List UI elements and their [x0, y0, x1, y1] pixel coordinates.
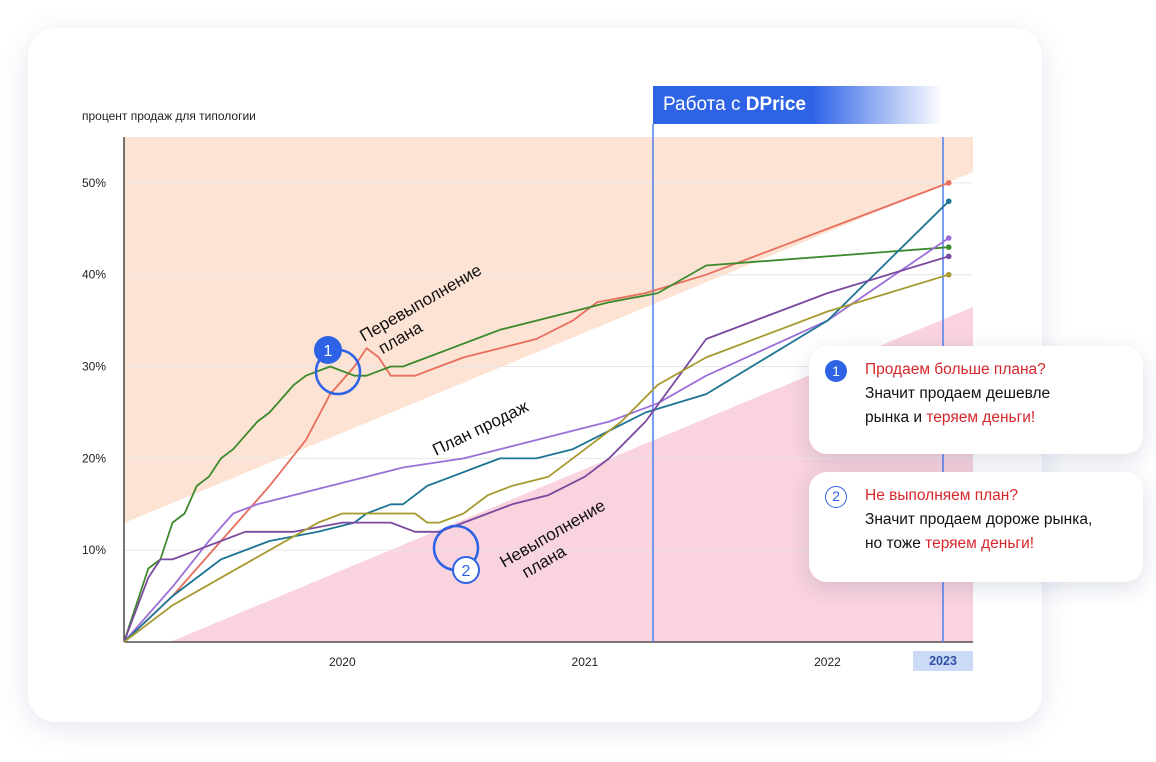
callout-1-line3-text: рынка и — [865, 409, 927, 426]
marker-2-number: 2 — [462, 563, 471, 580]
series-line-1 — [123, 182, 950, 643]
y-tick-label: 40% — [82, 268, 106, 282]
x-tick-label: 2021 — [572, 655, 599, 669]
plan-zone-label: План продаж — [429, 397, 532, 460]
series-line-6 — [123, 273, 949, 643]
callout-2-title: Не выполняем план? — [865, 487, 1018, 504]
series-end-point-4 — [945, 198, 952, 205]
dprice-banner: Работа с DPrice — [653, 86, 943, 124]
series-end-point-5 — [945, 253, 952, 260]
callout-1-title: Продаем больше плана? — [865, 361, 1046, 378]
overfulfillment-zone — [124, 137, 973, 523]
year-2023-highlight: 2023 — [913, 651, 973, 671]
callout-2-badge: 2 — [825, 486, 847, 508]
series-end-point-3 — [945, 235, 952, 241]
series-line-5 — [123, 255, 949, 643]
y-tick-label: 50% — [82, 176, 106, 190]
x-tick-label: 2020 — [329, 655, 356, 669]
marker-1-badge — [314, 336, 342, 364]
y-axis-label: процент продаж для типологии — [82, 109, 256, 123]
callout-1-line3: рынка и теряем деньги! — [865, 406, 1129, 430]
callout-2-line3-red: теряем деньги! — [925, 535, 1035, 552]
banner-brand: DPrice — [745, 94, 806, 115]
series-end-point-2 — [945, 244, 952, 250]
callout-2-line2: Значит продаем дороже рынка, — [865, 511, 1093, 528]
series-line-2 — [123, 246, 949, 643]
marker-2-badge — [452, 556, 480, 584]
x-tick-label: 2022 — [814, 655, 841, 669]
y-tick-label: 20% — [82, 451, 106, 465]
callout-1-badge: 1 — [825, 360, 847, 382]
callout-2-line3-text: но тоже — [865, 535, 926, 552]
callout-2-line3: но тоже теряем деньги! — [865, 532, 1129, 556]
underfulfillment-zone — [170, 307, 973, 642]
callout-1-line3-red: теряем деньги! — [926, 409, 1036, 426]
callout-1-line2: Значит продаем дешевле — [865, 385, 1051, 402]
series-line-3 — [123, 237, 950, 643]
y-tick-label: 30% — [82, 360, 106, 374]
series-end-point-6 — [945, 271, 952, 278]
banner-prefix: Работа с — [663, 94, 746, 115]
marker-1-number: 1 — [324, 343, 333, 360]
y-tick-label: 10% — [82, 543, 106, 557]
series-end-point-1 — [945, 180, 952, 186]
callout-overfulfillment: 1 Продаем больше плана? Значит продаем д… — [809, 346, 1143, 454]
callout-underfulfillment: 2 Не выполняем план? Значит продаем доро… — [809, 472, 1143, 582]
series-line-4 — [123, 200, 950, 643]
